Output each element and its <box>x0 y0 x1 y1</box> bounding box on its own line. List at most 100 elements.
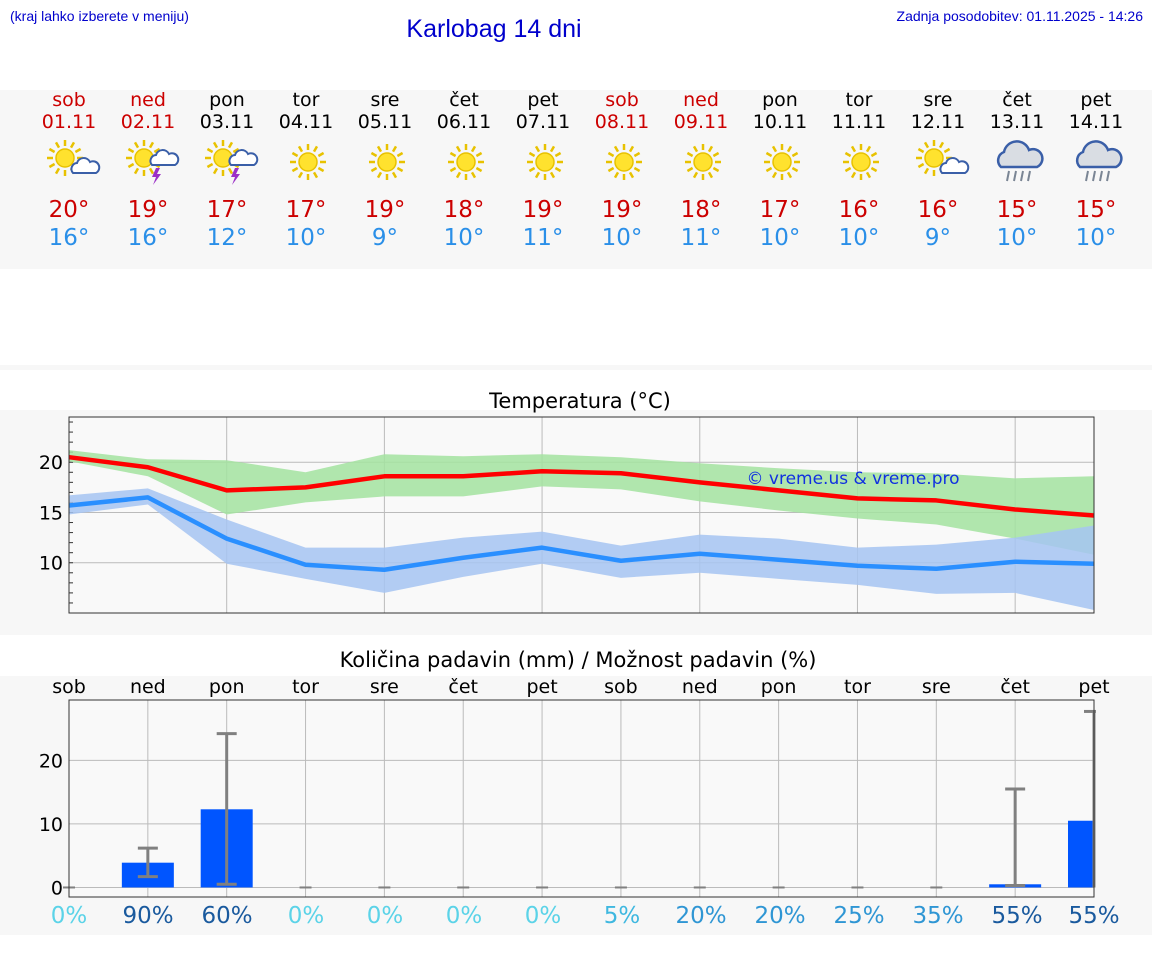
precipitation-probability: 0% <box>50 903 88 929</box>
sun-thunderstorm-icon <box>120 137 180 187</box>
precipitation-probability: 0% <box>445 903 483 929</box>
precipitation-probability: 0% <box>366 903 404 929</box>
day-name: tor <box>292 89 320 111</box>
plot-frame <box>68 416 1095 614</box>
sun-cloud-icon <box>41 137 101 187</box>
x-category-label: pet <box>526 676 557 698</box>
min-temperature: 9° <box>371 225 399 251</box>
day-column: pon 10.11 <box>740 89 820 133</box>
day-date: 01.11 <box>41 111 97 133</box>
precipitation-probability: 55% <box>1068 903 1120 929</box>
sun-icon <box>673 137 733 187</box>
day-column: pon 03.11 <box>187 89 267 133</box>
plot-frame <box>68 699 1095 898</box>
max-temperature: 19° <box>127 197 169 223</box>
day-column: čet 13.11 <box>977 89 1057 133</box>
sun-icon <box>278 137 338 187</box>
max-temperature: 20° <box>48 197 90 223</box>
day-name: tor <box>845 89 873 111</box>
day-name: pet <box>527 89 559 111</box>
sun-icon <box>831 137 891 187</box>
y-tick-label: 20 <box>39 750 63 772</box>
max-temperature: 15° <box>1075 197 1117 223</box>
day-name: čet <box>1002 89 1032 111</box>
y-tick-label: 10 <box>39 814 63 836</box>
day-column: pet 07.11 <box>503 89 583 133</box>
precipitation-probability: 55% <box>991 903 1043 929</box>
x-category-label: sob <box>52 676 86 698</box>
sun-cloud-icon <box>910 137 970 187</box>
precipitation-probability: 90% <box>122 903 174 929</box>
sun-icon <box>752 137 812 187</box>
day-name: čet <box>449 89 479 111</box>
divider <box>0 365 1152 370</box>
max-temperature: 18° <box>443 197 485 223</box>
day-date: 10.11 <box>752 111 808 133</box>
x-category-label: pet <box>1078 676 1109 698</box>
min-range-band <box>69 488 1094 610</box>
day-column: sre 12.11 <box>898 89 978 133</box>
location-hint: (kraj lahko izberete v meniju) <box>10 8 189 24</box>
day-date: 06.11 <box>436 111 492 133</box>
precipitation-probability: 20% <box>675 903 727 929</box>
precipitation-probability: 25% <box>833 903 885 929</box>
temperature-chart: Temperatura (°C) 10 15 20 © vreme.us & vreme… <box>39 389 1095 614</box>
rain-cloud-icon <box>989 137 1049 187</box>
chart-title: Temperatura (°C) <box>488 389 671 413</box>
last-update: Zadnja posodobitev: 01.11.2025 - 14:26 <box>896 8 1143 24</box>
x-category-label: čet <box>448 676 478 698</box>
day-name: pet <box>1080 89 1112 111</box>
forecast-strip <box>0 90 1152 269</box>
day-date: 05.11 <box>357 111 413 133</box>
y-tick-label: 10 <box>39 553 63 575</box>
precipitation-probability: 35% <box>912 903 964 929</box>
max-temperature: 17° <box>285 197 327 223</box>
min-temperature: 10° <box>838 225 880 251</box>
day-column: tor 11.11 <box>819 89 899 133</box>
precipitation-probability: 0% <box>287 903 325 929</box>
day-date: 09.11 <box>673 111 729 133</box>
max-temperature: 19° <box>601 197 643 223</box>
day-date: 13.11 <box>989 111 1045 133</box>
max-temperature: 17° <box>759 197 801 223</box>
x-category-label: ned <box>130 676 166 698</box>
day-date: 08.11 <box>594 111 650 133</box>
x-category-label: sre <box>922 676 951 698</box>
day-column: sob 01.11 <box>29 89 109 133</box>
x-category-label: tor <box>844 676 871 698</box>
min-temperature: 11° <box>680 225 722 251</box>
day-name: pon <box>762 89 798 111</box>
precipitation-chart: Količina padavin (mm) / Možnost padavin … <box>39 648 1110 899</box>
day-column: ned 02.11 <box>108 89 188 133</box>
min-temperature: 11° <box>522 225 564 251</box>
max-temperature: 16° <box>917 197 959 223</box>
max-temperature-line <box>68 454 1095 518</box>
x-category-label: pon <box>209 676 245 698</box>
y-tick-label: 20 <box>39 452 63 474</box>
day-name: sob <box>52 89 86 111</box>
min-temperature: 10° <box>285 225 327 251</box>
max-temperature: 15° <box>996 197 1038 223</box>
sun-icon <box>357 137 417 187</box>
x-category-label: čet <box>1000 676 1030 698</box>
rain-cloud-icon <box>1068 137 1128 187</box>
day-date: 03.11 <box>199 111 255 133</box>
x-category-label: tor <box>292 676 319 698</box>
y-tick-label: 0 <box>51 877 63 899</box>
max-temperature: 17° <box>206 197 248 223</box>
y-tick-label: 15 <box>39 502 63 524</box>
max-temperature: 18° <box>680 197 722 223</box>
precipitation-bar <box>1068 820 1094 888</box>
max-temperature: 16° <box>838 197 880 223</box>
x-category-label: sob <box>604 676 638 698</box>
min-temperature: 10° <box>996 225 1038 251</box>
min-temperature-line <box>68 495 1095 573</box>
day-name: sre <box>923 89 953 111</box>
min-temperature: 10° <box>759 225 801 251</box>
day-date: 14.11 <box>1068 111 1124 133</box>
day-date: 12.11 <box>910 111 966 133</box>
x-category-label: pon <box>761 676 797 698</box>
sun-icon <box>515 137 575 187</box>
day-column: sre 05.11 <box>345 89 425 133</box>
day-name: sre <box>370 89 400 111</box>
